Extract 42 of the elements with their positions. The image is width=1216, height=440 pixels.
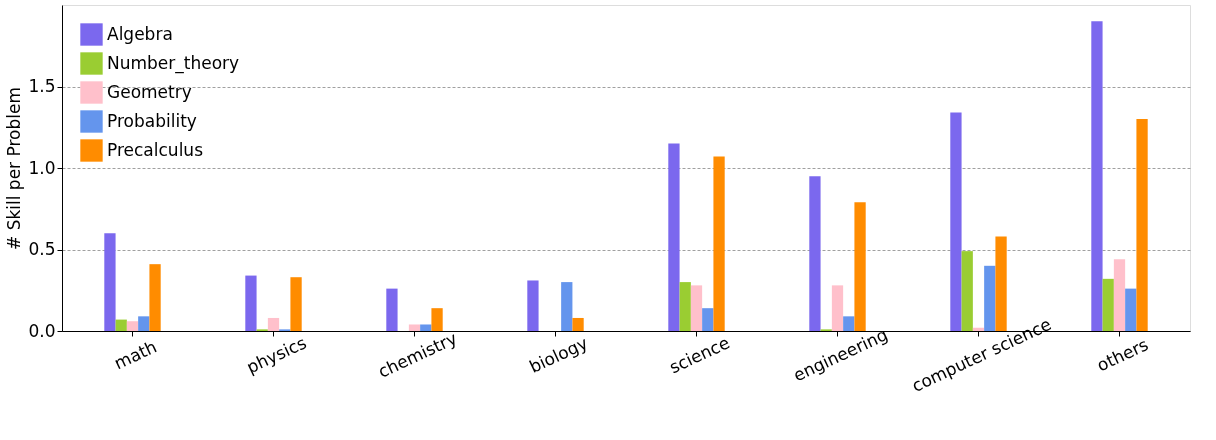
bar bbox=[572, 317, 584, 331]
legend-label: Number_theory bbox=[107, 52, 240, 74]
x-tick-label: math bbox=[111, 336, 160, 374]
bar bbox=[1102, 278, 1114, 331]
bar bbox=[1125, 288, 1137, 331]
bar bbox=[245, 275, 257, 331]
bar bbox=[290, 277, 302, 331]
y-tick-label: 0.5 bbox=[28, 239, 56, 259]
bar bbox=[713, 156, 725, 331]
bar bbox=[950, 112, 962, 331]
bar bbox=[561, 282, 573, 331]
bar bbox=[420, 324, 432, 331]
y-axis-title: # Skill per Problem bbox=[4, 86, 25, 251]
bar bbox=[690, 285, 703, 331]
bar bbox=[386, 288, 398, 331]
bar bbox=[431, 308, 443, 331]
bar bbox=[267, 317, 280, 331]
bar bbox=[702, 308, 714, 331]
bar bbox=[843, 316, 855, 331]
y-tick-label: 1.5 bbox=[28, 76, 56, 96]
bar bbox=[1091, 21, 1103, 331]
bar bbox=[149, 264, 161, 331]
bar bbox=[854, 202, 866, 331]
bar bbox=[138, 316, 150, 331]
bar bbox=[1113, 259, 1126, 331]
bar bbox=[104, 233, 116, 331]
bar bbox=[961, 251, 973, 331]
legend-label: Algebra bbox=[107, 23, 173, 44]
bar bbox=[809, 176, 821, 331]
bar bbox=[1136, 119, 1148, 331]
legend-label: Probability bbox=[107, 110, 197, 131]
bar bbox=[408, 324, 421, 331]
bar bbox=[831, 285, 844, 331]
y-tick-label: 0.0 bbox=[28, 320, 56, 341]
bar bbox=[668, 143, 680, 331]
bar bbox=[126, 321, 139, 331]
bar bbox=[679, 282, 691, 331]
y-tick-label: 1.0 bbox=[28, 157, 56, 178]
legend-label: Geometry bbox=[107, 81, 192, 102]
bar bbox=[527, 280, 539, 331]
bar bbox=[115, 319, 127, 331]
legend-label: Precalculus bbox=[107, 139, 204, 160]
